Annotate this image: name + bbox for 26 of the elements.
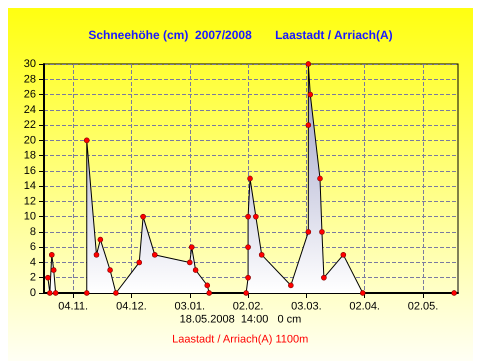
chart-title: Schneehöhe (cm) 2007/2008 Laastadt / Arriach(A) bbox=[88, 28, 393, 42]
y-tick-label: 14 bbox=[24, 180, 36, 192]
y-tick-label: 2 bbox=[30, 272, 36, 284]
y-tick-label: 20 bbox=[24, 134, 36, 146]
x-tick-label: 02.04. bbox=[349, 300, 380, 312]
y-tick-label: 8 bbox=[30, 226, 36, 238]
y-tick-label: 28 bbox=[24, 73, 36, 86]
y-tick-label: 30 bbox=[24, 58, 36, 70]
y-tick-label: 18 bbox=[24, 150, 36, 162]
y-tick-label: 10 bbox=[24, 210, 36, 223]
y-tick-label: 22 bbox=[24, 119, 36, 132]
x-tick-label: 04.12. bbox=[116, 300, 147, 312]
y-tick-label: 24 bbox=[24, 104, 36, 116]
x-tick-label: 04.11. bbox=[58, 300, 88, 312]
text: 18.05.2008 14:00 0 cm bbox=[180, 314, 302, 326]
text: Laastadt / Arriach(A) 1100m bbox=[172, 334, 308, 346]
x-tick-label: 02.02. bbox=[232, 300, 264, 312]
y-tick-label: 26 bbox=[24, 88, 36, 101]
x-tick-label: 03.01. bbox=[174, 300, 206, 312]
y-tick-label: 0 bbox=[30, 287, 36, 299]
x-tick-label: 03.03. bbox=[291, 300, 322, 312]
y-tick-label: 12 bbox=[24, 195, 36, 208]
y-tick-label: 16 bbox=[24, 164, 36, 177]
y-tick-label: 6 bbox=[30, 241, 36, 254]
y-tick-label: 4 bbox=[30, 256, 36, 268]
x-tick-label: 02.05. bbox=[408, 300, 438, 312]
